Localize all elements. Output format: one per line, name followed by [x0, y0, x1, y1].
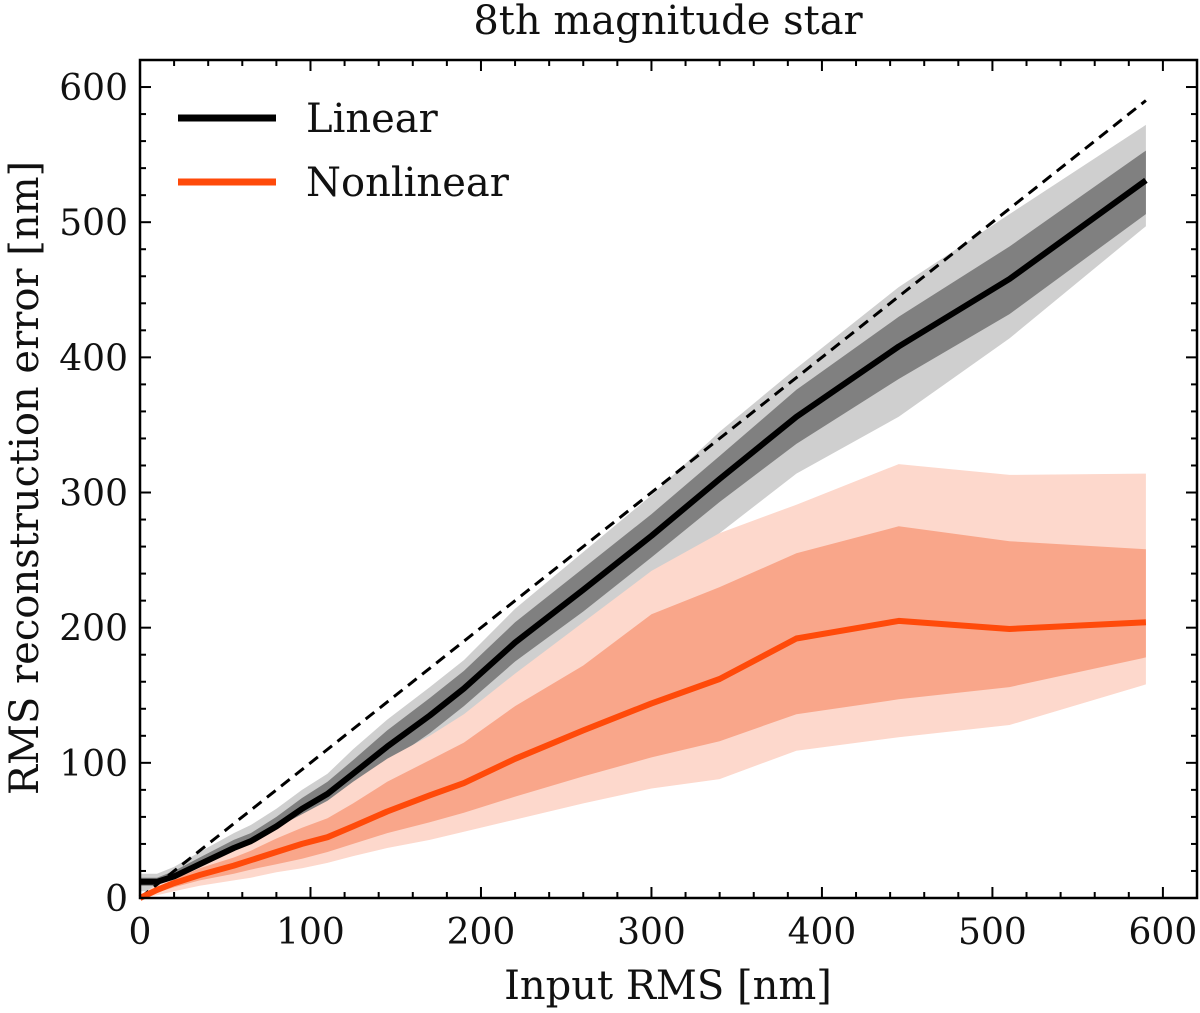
legend-label-linear: Linear	[306, 96, 439, 142]
y-tick-label: 0	[105, 879, 128, 920]
confidence-bands	[140, 124, 1146, 898]
x-tick-label: 100	[276, 912, 345, 953]
series-line-nonlinear	[138, 617, 1147, 901]
tick-labels: 0 100 200 300 400 500 600 0 100 200 300 400 500 600	[59, 68, 1197, 953]
x-tick-label: 600	[1129, 912, 1198, 953]
x-tick-label: 200	[447, 912, 516, 953]
band-outer-linear	[140, 124, 1146, 892]
series-lines	[138, 177, 1148, 901]
x-tick-label: 500	[958, 912, 1027, 953]
x-tick-label: 300	[617, 912, 686, 953]
x-axis-title: Input RMS [nm]	[504, 963, 832, 1009]
chart-title: 8th magnitude star	[473, 0, 863, 44]
y-tick-label: 100	[59, 744, 128, 785]
legend: Linear Nonlinear	[178, 96, 510, 206]
series-line-linear	[140, 177, 1148, 885]
legend-label-nonlinear: Nonlinear	[306, 160, 510, 206]
y-tick-label: 300	[59, 474, 128, 515]
y-tick-label: 600	[59, 68, 128, 109]
reference-line-layer	[139, 99, 1147, 900]
y-tick-label: 400	[59, 338, 128, 379]
x-tick-label: 400	[788, 912, 857, 953]
y-axis-title: RMS reconstruction error [nm]	[2, 161, 48, 795]
plot-frame	[138, 58, 1199, 900]
reference-line	[139, 99, 1147, 900]
x-tick-label: 0	[129, 912, 152, 953]
y-tick-label: 200	[59, 609, 128, 650]
y-tick-label: 500	[59, 203, 128, 244]
band-inner-linear	[140, 150, 1146, 886]
